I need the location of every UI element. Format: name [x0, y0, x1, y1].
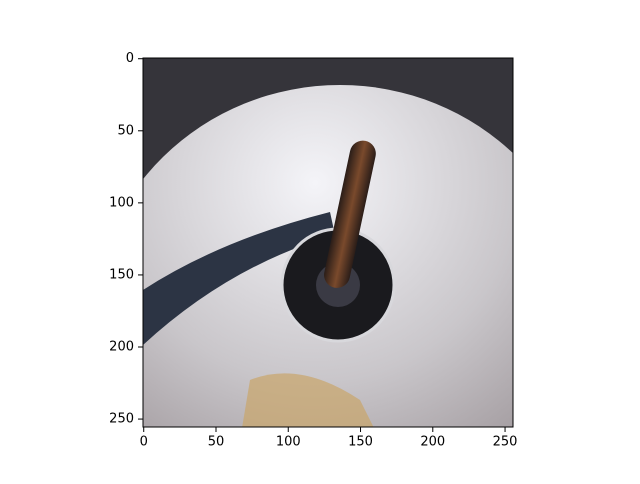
- image: [143, 58, 513, 427]
- y-tick-label: 200: [109, 340, 134, 355]
- y-tick-label: 250: [109, 412, 134, 427]
- pin-body: [324, 140, 376, 288]
- y-tick-label: 100: [109, 195, 134, 210]
- x-tick-label: 50: [208, 435, 225, 450]
- x-tick-label: 100: [276, 435, 301, 450]
- y-tick-label: 150: [109, 267, 134, 282]
- x-tick-label: 150: [348, 435, 373, 450]
- axes-frame: [142, 57, 514, 428]
- x-tick-label: 0: [140, 435, 148, 450]
- y-tick-label: 50: [117, 123, 134, 138]
- globe-land: [242, 373, 374, 427]
- x-tick-label: 200: [420, 435, 445, 450]
- pin: [324, 140, 376, 288]
- meridian-arm: [143, 212, 335, 345]
- y-tick-label: 0: [126, 51, 134, 66]
- x-tick-label: 250: [493, 435, 518, 450]
